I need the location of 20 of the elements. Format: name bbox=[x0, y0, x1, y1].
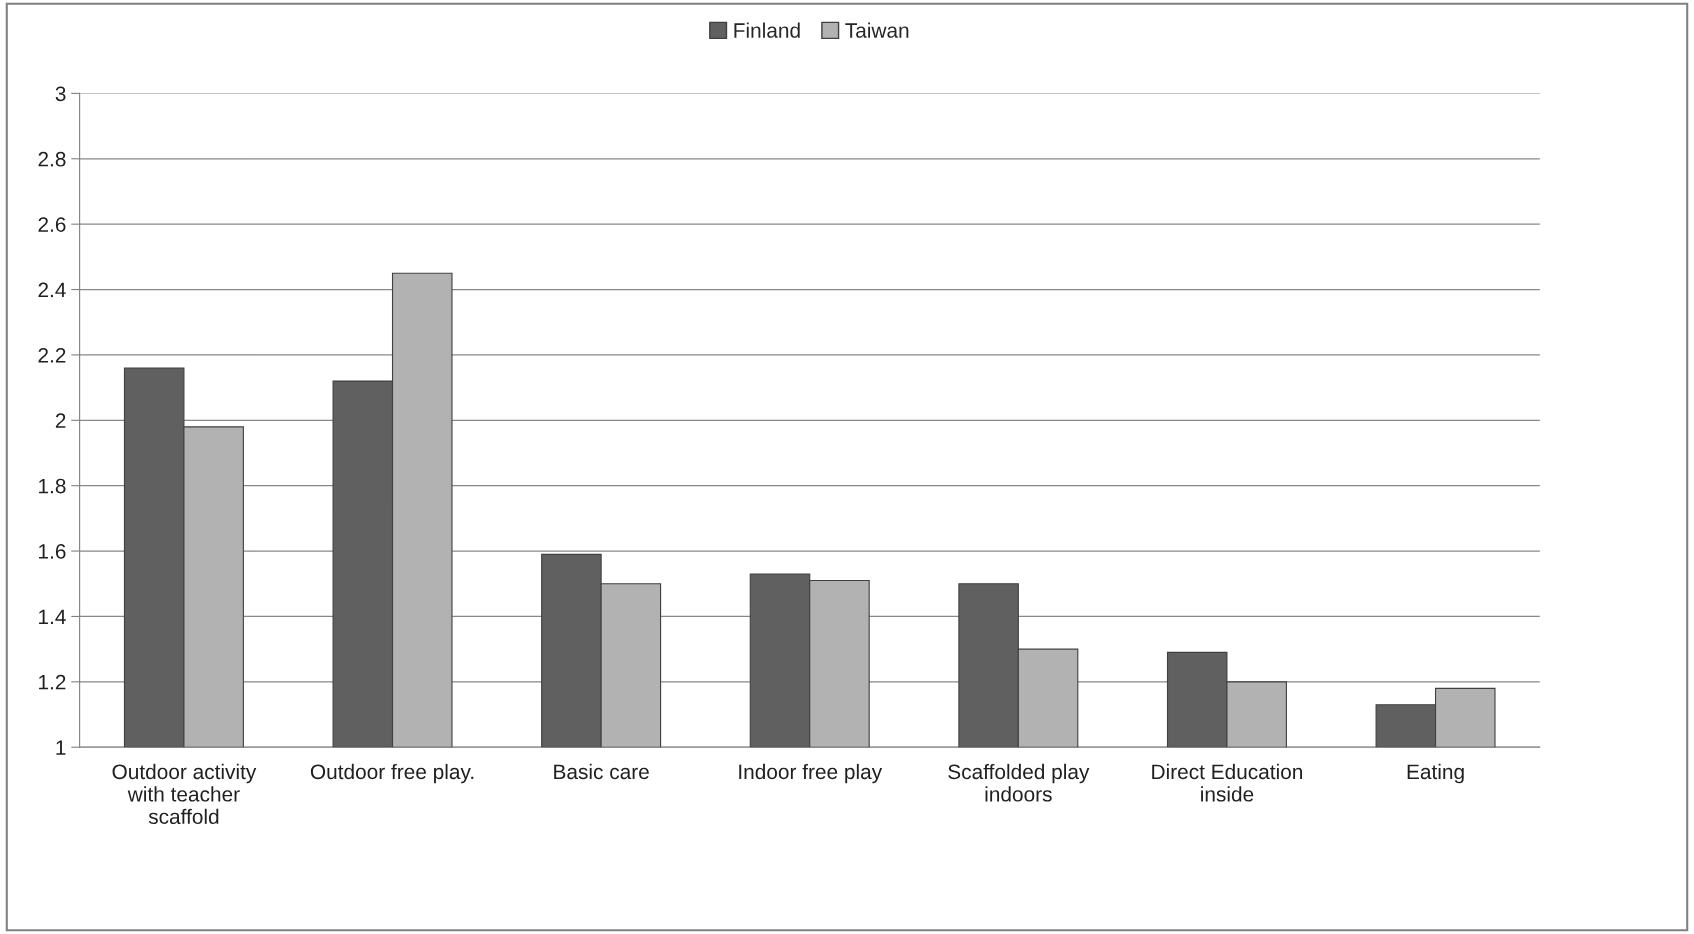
y-tick-label: 3 bbox=[55, 86, 66, 102]
y-tick-label: 1.6 bbox=[39, 544, 66, 559]
x-tick-label: Scaffolded play indoors bbox=[948, 763, 1090, 802]
y-tick-label: 2 bbox=[55, 413, 66, 428]
x-tick-label: Outdoor activity with teacher scaffold bbox=[112, 763, 257, 825]
legend-label: Taiwan bbox=[845, 22, 909, 38]
x-tick-label: Indoor free play bbox=[739, 763, 883, 784]
y-tick-label: 1 bbox=[56, 740, 66, 755]
y-tick-label: 1.2 bbox=[39, 674, 66, 690]
y-tick-label: 1.8 bbox=[39, 478, 66, 494]
y-tick-label: 2.2 bbox=[38, 347, 66, 363]
legend-label: Finland bbox=[734, 22, 800, 38]
y-tick-label: 1.4 bbox=[39, 609, 66, 624]
x-tick-label: Eating bbox=[1407, 763, 1464, 784]
y-tick-label: 2.4 bbox=[38, 282, 66, 298]
y-tick-label: 2.6 bbox=[38, 217, 66, 232]
y-tick-label: 2.8 bbox=[38, 151, 66, 167]
x-tick-label: Outdoor free play. bbox=[310, 763, 474, 784]
x-tick-label: Direct Education inside bbox=[1152, 763, 1303, 802]
x-tick-label: Basic care bbox=[554, 763, 649, 780]
